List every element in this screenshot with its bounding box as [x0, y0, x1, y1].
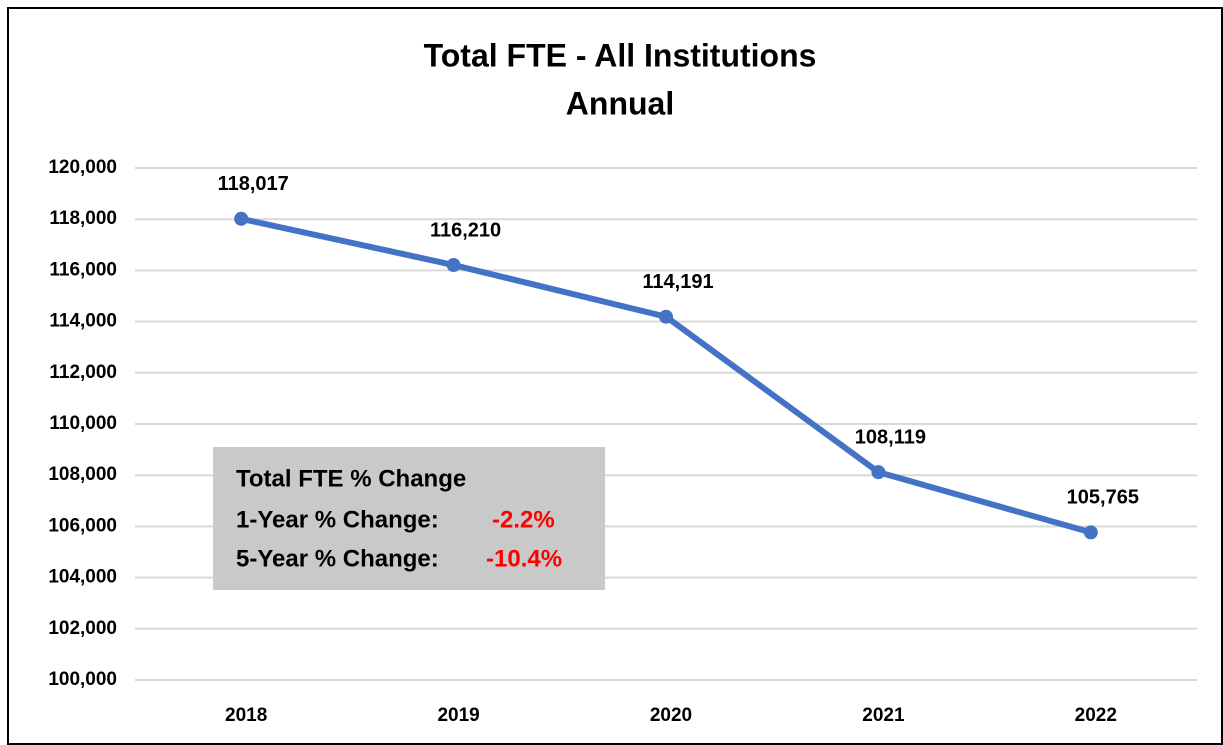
chart-title: Total FTE - All Institutions	[424, 37, 817, 73]
plot: 2018 2019 2020 2021 2022 118,017 116,210 114,19…	[218, 173, 1139, 726]
y-tick-label: 120,000	[48, 157, 117, 178]
y-tick-label: 100,000	[48, 669, 117, 690]
data-label: 116,210	[430, 219, 501, 241]
y-tick-label: 114,000	[49, 311, 117, 332]
x-tick-label: 2020	[650, 705, 692, 726]
data-label: 114,191	[642, 271, 713, 293]
chart-frame	[7, 7, 1223, 745]
data-point	[1083, 525, 1098, 540]
x-tick-label: 2021	[862, 705, 905, 726]
annotation-box	[213, 447, 605, 590]
chart-subtitle: Annual	[566, 85, 674, 121]
annotation-title: Total FTE % Change	[236, 465, 466, 492]
y-tick-label: 112,000	[49, 362, 117, 383]
data-point	[871, 465, 886, 480]
x-tick-label: 2019	[437, 705, 479, 726]
x-tick-label: 2018	[225, 705, 267, 726]
y-tick-label: 116,000	[49, 259, 117, 280]
data-point	[234, 211, 249, 226]
data-label: 118,017	[218, 173, 289, 195]
data-label: 105,765	[1067, 487, 1139, 509]
data-point	[659, 309, 673, 324]
data-label: 108,119	[855, 426, 926, 448]
annotation-label: 1-Year % Change:	[236, 506, 439, 533]
y-tick-label: 104,000	[48, 567, 117, 588]
y-tick-label: 108,000	[48, 464, 117, 485]
y-tick-label: 118,000	[49, 208, 117, 229]
y-tick-label: 102,000	[48, 618, 117, 639]
data-point	[446, 258, 461, 273]
annotation-value: -10.4%	[486, 545, 562, 572]
annotation-value: -2.2%	[492, 506, 555, 533]
y-tick-label: 110,000	[49, 413, 117, 434]
x-tick-label: 2022	[1075, 705, 1117, 726]
annotation-label: 5-Year % Change:	[236, 545, 439, 572]
y-tick-label: 106,000	[48, 515, 117, 536]
grid: 100,000 102,000 104,000 106,000 108,000 110,0…	[48, 157, 1197, 690]
